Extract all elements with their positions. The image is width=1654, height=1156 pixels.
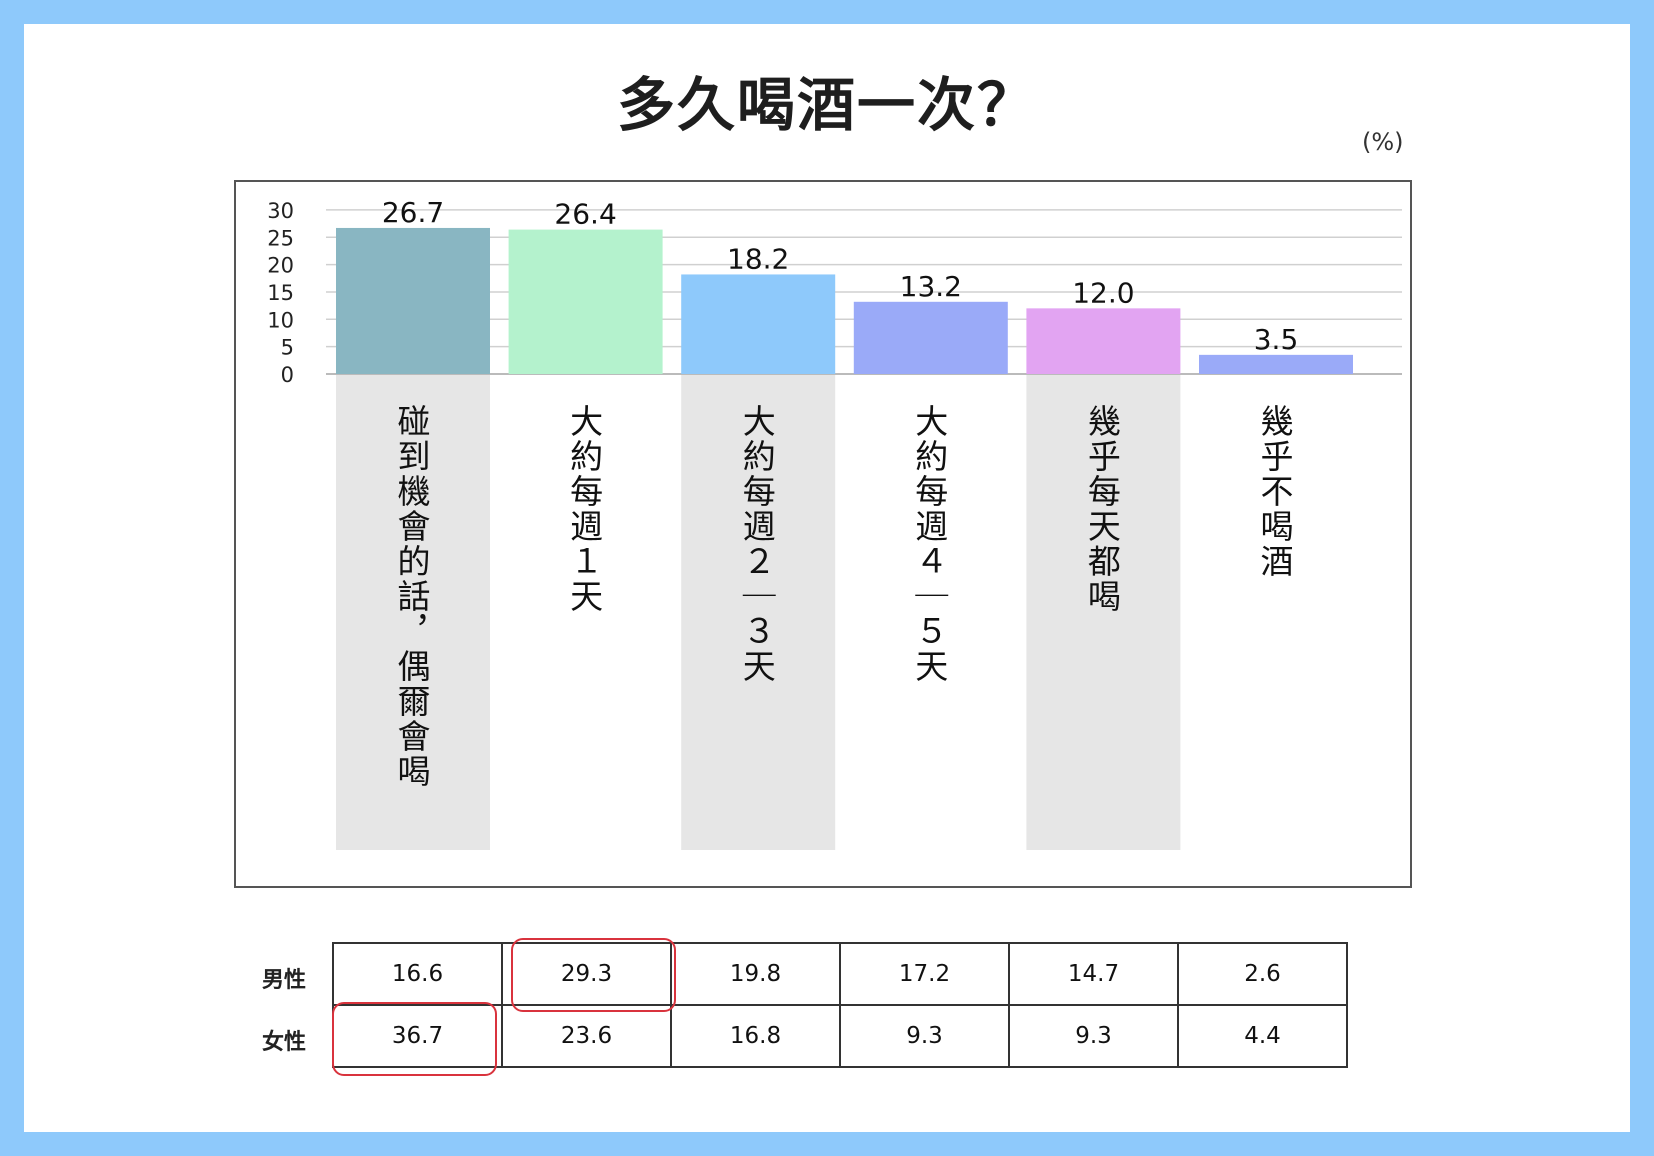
bar-value-label: 3.5 xyxy=(1254,323,1299,356)
bar xyxy=(1026,308,1181,374)
table-row: 36.7 23.6 16.8 9.3 9.3 4.4 xyxy=(332,1004,1348,1068)
bar xyxy=(681,274,836,374)
bar xyxy=(1199,354,1353,374)
x-category-label: 大約每週１天 xyxy=(564,404,604,614)
table-cell: 36.7 xyxy=(332,1004,503,1068)
bar xyxy=(853,301,1008,374)
x-category-label: 大約每週４｜５天 xyxy=(909,404,949,684)
y-tick-label: 25 xyxy=(267,226,294,250)
y-tick-label: 15 xyxy=(267,281,294,305)
label-column-shade xyxy=(336,374,490,850)
x-category-label: 幾乎每天都喝 xyxy=(1082,404,1122,614)
bar-value-label: 26.4 xyxy=(554,198,616,231)
bar xyxy=(336,227,490,374)
bar-value-label: 13.2 xyxy=(900,270,962,303)
label-column-shade xyxy=(681,374,836,850)
table-row-label-female: 女性 xyxy=(262,1030,307,1055)
table-cell: 9.3 xyxy=(1008,1004,1179,1068)
table-cell: 16.8 xyxy=(670,1004,841,1068)
bar xyxy=(508,229,663,374)
table-cell: 19.8 xyxy=(670,942,841,1006)
label-column-shade xyxy=(1026,374,1181,850)
x-category-label: 幾乎不喝酒 xyxy=(1255,404,1294,579)
y-tick-label: 10 xyxy=(267,308,294,332)
chart-title: 多久喝酒一次？ xyxy=(616,71,1037,139)
unit-label: (%) xyxy=(1362,128,1404,156)
y-tick-label: 5 xyxy=(281,336,294,360)
table-cell: 9.3 xyxy=(839,1004,1010,1068)
chart-frame: 0 5 10 15 20 25 30 26.7 26.4 18.2 13.2 12.0 3.5 xyxy=(234,180,1412,888)
table-cell: 4.4 xyxy=(1177,1004,1348,1068)
highlight-box xyxy=(511,938,676,1012)
bar-value-label: 12.0 xyxy=(1072,276,1134,309)
data-table: 16.6 29.3 19.8 17.2 14.7 2.6 36.7 23.6 1… xyxy=(332,942,1348,1068)
y-tick-label: 30 xyxy=(267,199,294,223)
table-cell: 17.2 xyxy=(839,942,1010,1006)
x-category-label: 碰到機會的話，偶爾會喝 xyxy=(392,404,431,789)
table-cell: 16.6 xyxy=(332,942,503,1006)
highlight-box xyxy=(332,1002,497,1076)
y-tick-label: 0 xyxy=(281,363,294,387)
table-row: 16.6 29.3 19.8 17.2 14.7 2.6 xyxy=(332,942,1348,1006)
x-category-label: 大約每週２｜３天 xyxy=(737,404,777,684)
table-row-label-male: 男性 xyxy=(262,968,307,993)
y-tick-label: 20 xyxy=(267,254,294,278)
bar-value-label: 18.2 xyxy=(727,242,789,275)
table-cell: 29.3 xyxy=(501,942,672,1006)
table-cell: 23.6 xyxy=(501,1004,672,1068)
bar-value-label: 26.7 xyxy=(382,196,444,229)
bar-chart: 0 5 10 15 20 25 30 26.7 26.4 18.2 13.2 12.0 3.5 xyxy=(267,196,1402,850)
table-cell: 14.7 xyxy=(1008,942,1179,1006)
table-cell: 2.6 xyxy=(1177,942,1348,1006)
